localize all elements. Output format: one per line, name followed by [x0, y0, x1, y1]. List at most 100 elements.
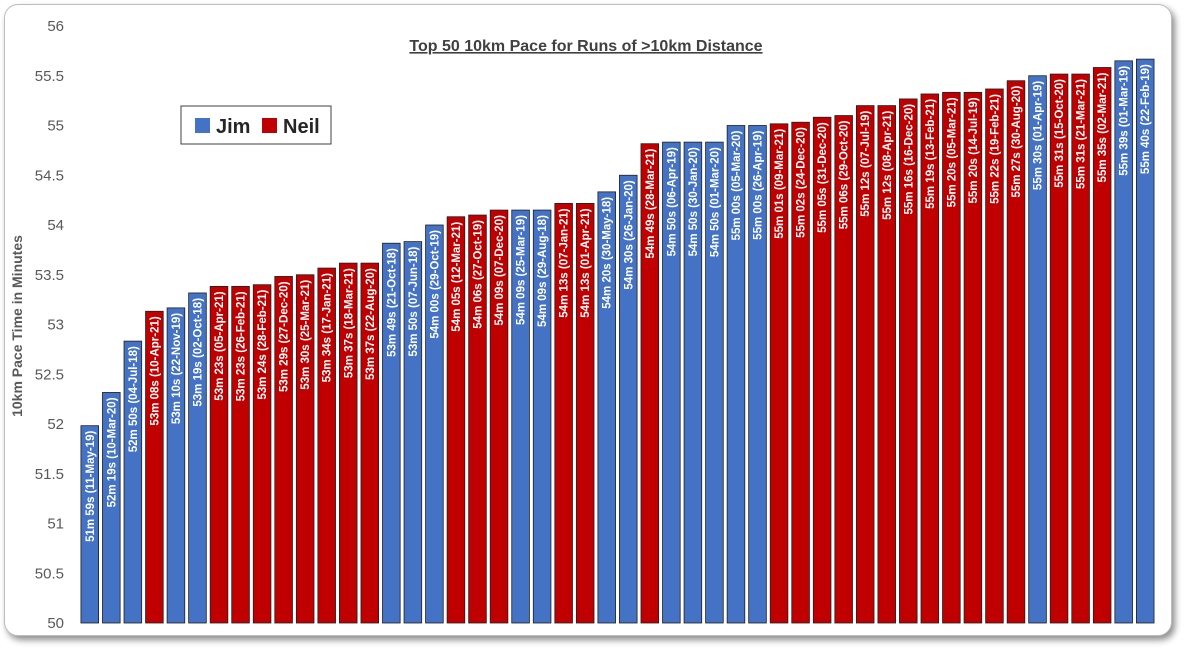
bar-data-label: 54m 05s (12-Mar-21) — [451, 222, 463, 332]
bar-neil — [640, 143, 660, 624]
bar-data-label: 52m 50s (04-Jul-18) — [128, 346, 140, 452]
bar-jim — [1136, 58, 1155, 624]
bar-data-label: 55m 00s (26-Apr-19) — [753, 130, 765, 239]
bar-data-label: 55m 22s (19-Feb-21) — [989, 94, 1001, 204]
bar-jim — [188, 292, 207, 624]
bar-data-label: 55m 12s (07-Jul-19) — [860, 110, 872, 216]
bar-neil — [963, 91, 983, 624]
bar-data-label: 55m 31s (15-Oct-20) — [1054, 79, 1066, 188]
bar-data-label: 54m 13s (01-Apr-21) — [580, 208, 592, 317]
y-tick-label: 53.5 — [35, 267, 64, 284]
bar-neil — [899, 98, 918, 624]
legend-label-jim: Jim — [216, 116, 250, 138]
bar-data-label: 55m 19s (13-Feb-21) — [925, 99, 937, 209]
bar-data-label: 53m 19s (02-Oct-18) — [192, 298, 204, 407]
bar-data-label: 55m 30s (01-Apr-19) — [1033, 81, 1045, 190]
y-tick-label: 54.5 — [35, 167, 64, 184]
bar-data-label: 55m 00s (05-Mar-20) — [731, 130, 743, 240]
bar-neil — [855, 105, 875, 624]
bar-data-label: 55m 27s (30-Aug-20) — [1011, 86, 1023, 198]
bar-data-label: 55m 01s (09-Mar-21) — [774, 129, 786, 239]
bar-data-label: 53m 37s (18-Mar-21) — [343, 268, 355, 378]
bar-neil — [274, 276, 293, 624]
bar-jim — [511, 209, 530, 624]
bar-jim — [1114, 60, 1133, 624]
y-tick-label: 50 — [47, 615, 64, 632]
bar-data-label: 53m 37s (22-Aug-20) — [365, 268, 377, 380]
bar-neil — [1071, 73, 1090, 624]
bar-jim — [123, 340, 143, 624]
y-tick-label: 50.5 — [35, 565, 64, 582]
bar-data-label: 55m 39s (01-Mar-19) — [1119, 66, 1131, 176]
legend-label-neil: Neil — [283, 116, 320, 138]
bar-data-label: 54m 09s (25-Mar-19) — [516, 215, 528, 325]
chart-title: Top 50 10km Pace for Runs of >10km Dista… — [409, 38, 762, 55]
bar-data-label: 55m 05s (31-Dec-20) — [817, 122, 829, 233]
bar-data-label: 53m 24s (28-Feb-21) — [257, 290, 269, 400]
bar-neil — [360, 262, 380, 624]
bar-data-label: 54m 30s (26-Jan-20) — [623, 180, 635, 289]
bar-data-label: 53m 29s (27-Dec-20) — [279, 281, 291, 392]
bar-neil — [791, 121, 810, 624]
legend-swatch-neil — [262, 118, 277, 133]
bar-data-label: 54m 49s (28-Mar-21) — [645, 149, 657, 259]
bar-neil — [985, 88, 1004, 624]
y-tick-label: 51 — [47, 516, 64, 533]
bar-data-label: 53m 49s (21-Oct-18) — [386, 248, 398, 357]
bar-jim — [382, 242, 401, 624]
bar-jim — [748, 125, 767, 624]
bar-data-label: 53m 10s (22-Nov-19) — [171, 313, 183, 424]
bar-data-label: 55m 20s (14-Jul-19) — [968, 97, 980, 203]
legend: Jim Neil — [180, 105, 332, 145]
bar-neil — [575, 203, 595, 624]
bar-neil — [231, 285, 250, 624]
bar-neil — [1092, 67, 1112, 624]
bar-neil — [252, 284, 272, 624]
bar-data-label: 54m 20s (30-May-18) — [602, 197, 614, 309]
bar-data-label: 55m 16s (16-Dec-20) — [903, 104, 915, 215]
legend-swatch-jim — [195, 118, 210, 133]
bar-neil — [446, 216, 466, 624]
bar-jim — [597, 191, 616, 624]
y-tick-label: 55.5 — [35, 68, 64, 85]
bar-jim — [403, 241, 423, 624]
bar-jim — [1028, 75, 1047, 624]
bar-neil — [468, 214, 487, 624]
bar-neil — [145, 310, 164, 624]
bar-data-label: 54m 50s (01-Mar-20) — [709, 147, 721, 257]
bar-data-label: 55m 31s (21-Mar-21) — [1076, 79, 1088, 189]
bar-data-label: 53m 08s (10-Apr-21) — [149, 316, 161, 425]
bar-neil — [1006, 80, 1026, 624]
bar-jim — [425, 224, 444, 624]
bar-neil — [295, 274, 315, 624]
bar-data-label: 54m 50s (06-Apr-19) — [666, 147, 678, 256]
bar-data-label: 54m 09s (29-Aug-18) — [537, 215, 549, 327]
bar-neil — [812, 116, 832, 624]
y-tick-label: 55 — [47, 118, 64, 135]
y-tick-label: 54 — [47, 217, 64, 234]
bar-neil — [920, 93, 940, 624]
bar-neil — [834, 115, 853, 624]
bar-jim — [662, 141, 681, 624]
bar-jim — [619, 174, 638, 624]
bar-data-label: 53m 23s (26-Feb-21) — [236, 291, 248, 401]
bar-jim — [705, 141, 724, 624]
bar-data-label: 53m 34s (17-Jan-21) — [322, 273, 334, 382]
bar-data-label: 54m 13s (07-Jan-21) — [559, 208, 571, 317]
bar-neil — [209, 285, 229, 624]
bar-jim — [532, 209, 552, 624]
bar-neil — [339, 262, 358, 624]
bar-data-label: 52m 19s (10-Mar-20) — [106, 397, 118, 507]
bar-jim — [102, 392, 121, 624]
bar-data-label: 51m 59s (11-May-19) — [85, 431, 97, 542]
bar-neil — [769, 123, 789, 624]
y-tick-label: 52 — [47, 416, 64, 433]
bar-jim — [726, 125, 746, 624]
bar-neil — [942, 91, 961, 624]
bar-data-label: 53m 23s (05-Apr-21) — [214, 291, 226, 400]
bar-jim — [683, 141, 703, 624]
bar-data-label: 55m 35s (02-Mar-21) — [1097, 72, 1109, 182]
bars: 51m 59s (11-May-19) 52m 19s (10-Mar-20) 52… — [80, 58, 1155, 624]
y-tick-label: 51.5 — [35, 466, 64, 483]
